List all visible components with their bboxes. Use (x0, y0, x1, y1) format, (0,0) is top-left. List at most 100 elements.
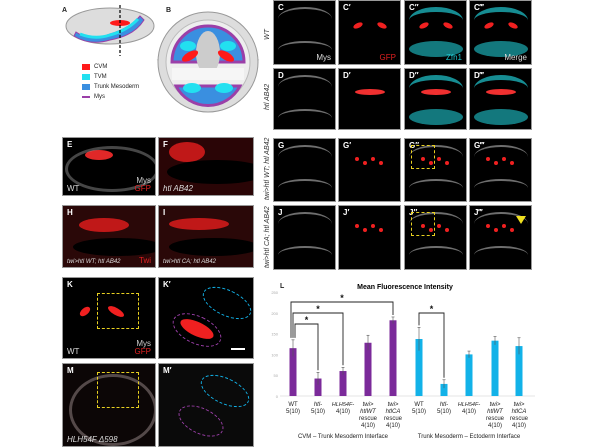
channel-label: GFP (379, 53, 396, 62)
cvm-signal (445, 161, 449, 165)
cvm-signal (437, 224, 441, 228)
panel-label: D‴ (474, 71, 484, 80)
cvm-signal (363, 228, 367, 232)
legend-swatch (82, 96, 90, 98)
bar (465, 354, 473, 396)
y-tick-label: 200 (271, 311, 278, 316)
panel-label: D″ (409, 71, 419, 80)
micrograph-e: E WT Mys GFP (62, 137, 156, 196)
bar (491, 340, 499, 396)
bar (364, 342, 372, 396)
channel-label: Zfh1 (445, 53, 462, 62)
x-tick-label: twi> (363, 402, 374, 408)
panel-label: G‴ (474, 141, 485, 150)
cvm-signal (494, 161, 498, 165)
x-tick-label: HLH54F- (458, 402, 480, 408)
zfh1-signal (409, 41, 463, 57)
x-tick-label: htlWT (360, 409, 377, 415)
panel-label-k: K (67, 280, 73, 289)
bar (440, 383, 448, 396)
significance-bracket (294, 323, 319, 371)
micrograph-d-3: D‴ (469, 68, 532, 130)
micrograph-j-2: J″ (404, 205, 467, 270)
cvm-signal (355, 224, 359, 228)
panel-label-e: E (67, 140, 73, 149)
cvm-signal (445, 228, 449, 232)
legend-item: CVM (82, 64, 107, 70)
panel-label: D′ (343, 71, 351, 80)
scale-bar (231, 348, 245, 350)
cvm-signal (510, 228, 514, 232)
zfh1-signal (474, 109, 528, 125)
mys-signal (278, 246, 332, 264)
x-tick-label: rescue (510, 416, 529, 422)
channel-label: Mys (136, 176, 151, 185)
x-tick-label: twi> (388, 402, 399, 408)
channel-label: GFP (134, 184, 151, 193)
zfh1-signal (474, 75, 528, 102)
y-tick-label: 150 (271, 332, 278, 337)
cvm-signal (494, 228, 498, 232)
channel-label: Twi (139, 256, 151, 265)
yolk (169, 238, 253, 256)
mys-signal (474, 246, 528, 264)
mys-signal (69, 374, 155, 446)
x-tick-label: 5(10) (412, 409, 426, 415)
panel-label: J‴ (474, 208, 483, 217)
yolk (73, 238, 155, 256)
zoom-box (97, 293, 139, 329)
legend-swatch (82, 84, 90, 90)
chart-title: Mean Fluorescence Intensity (357, 284, 453, 291)
row-label-g: twi>htl WT; htl AB42 (264, 137, 271, 200)
zoom-box (411, 212, 435, 236)
cvm-signal (502, 157, 506, 161)
bar (339, 371, 347, 396)
x-tick-label: 5(10) (286, 409, 300, 415)
cvm-signal (429, 228, 433, 232)
cvm-signal (437, 157, 441, 161)
micrograph-c-2: C″ Zfh1 (404, 0, 467, 65)
micrograph-c-1: C′ GFP (338, 0, 401, 65)
bar (289, 348, 297, 396)
cvm-signal (486, 224, 490, 228)
mys-signal (278, 145, 332, 169)
mys-signal (65, 146, 155, 192)
genotype-label: twi>htl WT; htl AB42 (67, 259, 121, 265)
cvm-signal (510, 161, 514, 165)
panel-label: J (278, 208, 283, 217)
interface-ellipse (195, 368, 253, 414)
zfh1-signal (409, 75, 463, 102)
panel-label-f: F (163, 140, 168, 149)
zoom-box (411, 145, 435, 169)
mys-signal (409, 212, 463, 236)
bar (389, 320, 397, 396)
x-tick-label: rescue (384, 416, 403, 422)
channel-label: Mys (136, 339, 151, 348)
zoom-box (97, 372, 139, 408)
mys-signal (474, 179, 528, 197)
legend-label: Trunk Mesoderm (94, 84, 140, 90)
x-tick-label: 4(10) (361, 423, 375, 429)
cvm-signal (502, 224, 506, 228)
micrograph-g-3: G‴ (469, 138, 532, 202)
bar (314, 378, 322, 396)
micrograph-j-0: J (273, 205, 336, 270)
micrograph-k-prime: K′ (158, 277, 254, 359)
x-tick-label: rescue (486, 416, 505, 422)
genotype-label: htl AB42 (163, 184, 193, 193)
group-label: CVM – Trunk Mesoderm Interface (298, 434, 389, 440)
panel-label: C‴ (474, 3, 484, 12)
x-tick-label: htlCA (386, 409, 401, 415)
cvm-signal (169, 218, 229, 230)
panel-label-a: A (62, 7, 68, 14)
x-tick-label: WT (288, 402, 298, 408)
y-tick-label: 250 (271, 290, 278, 295)
micrograph-k: K WT Mys GFP (62, 277, 156, 359)
mys-signal (409, 246, 463, 264)
micrograph-f: F htl AB42 (158, 137, 254, 196)
micrograph-i: I twi>htl CA; htl AB42 (158, 205, 254, 268)
mys-signal (278, 75, 332, 99)
cvm-signal (421, 224, 425, 228)
x-tick-label: 5(10) (311, 409, 325, 415)
panel-label: G (278, 141, 285, 150)
